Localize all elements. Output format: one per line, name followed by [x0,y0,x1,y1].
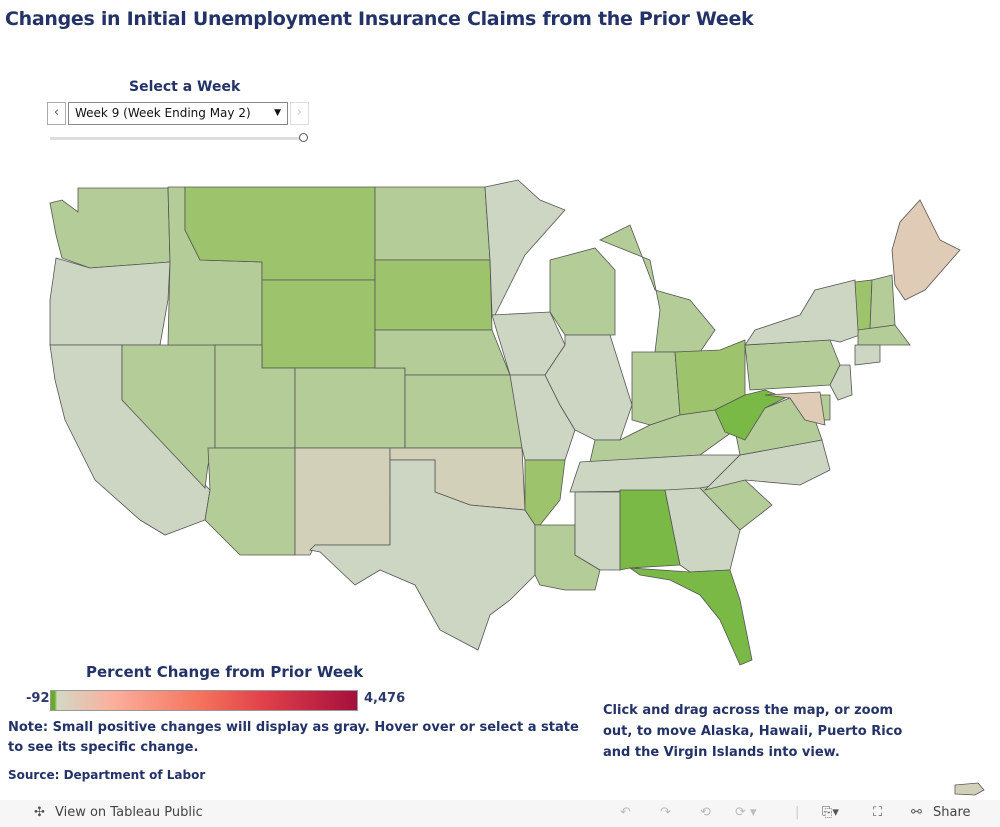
state-pa[interactable] [744,339,841,391]
state-wv[interactable] [714,389,786,441]
state-wy[interactable] [261,279,376,369]
legend-min: -92 [26,691,50,706]
state-nj[interactable] [829,364,853,401]
dashboard-title: Changes in Initial Unemployment Insuranc… [5,8,754,30]
source-text: Source: Department of Labor [8,768,206,782]
toolbar-divider: | [795,805,800,820]
tableau-toolbar: ✣ View on Tableau Public ↶ ↷ ⟲ ⟳ ▾ | ⎘▾ … [0,800,1000,827]
week-selector-label: Select a Week [129,79,241,95]
state-or[interactable] [49,257,171,346]
state-nd[interactable] [374,186,491,261]
state-mn[interactable] [484,179,566,316]
share-icon[interactable]: ⚯ [911,805,922,820]
chevron-down-icon: ▼ [274,108,281,118]
undo-icon[interactable]: ↶ [620,805,631,820]
state-pr[interactable] [954,782,985,796]
state-al[interactable] [619,489,681,571]
state-ar[interactable] [524,459,566,526]
redo-icon[interactable]: ↷ [660,805,671,820]
state-co[interactable] [294,367,406,449]
fullscreen-icon[interactable]: ⛶ [873,805,883,820]
state-wi[interactable] [549,247,616,336]
legend-max: 4,476 [364,691,406,706]
state-ma[interactable] [857,324,911,346]
state-ct[interactable] [854,344,881,366]
week-dropdown-value: Week 9 (Week Ending May 2) [75,106,251,120]
state-wa[interactable] [49,187,171,269]
previous-week-button[interactable]: ‹ [47,102,66,125]
state-mi[interactable] [599,224,716,353]
state-az[interactable] [204,447,296,556]
week-dropdown[interactable]: Week 9 (Week Ending May 2) ▼ [68,102,288,125]
state-ks[interactable] [404,374,523,449]
state-ne[interactable] [374,329,511,376]
state-nh[interactable] [869,274,896,331]
week-slider-track[interactable] [50,137,302,140]
week-slider-handle[interactable] [299,133,308,142]
tableau-logo-icon: ✣ [34,805,45,820]
state-sd[interactable] [374,259,493,331]
state-ny[interactable] [744,279,861,346]
state-fl[interactable] [628,567,753,666]
state-in[interactable] [631,351,681,426]
state-nm[interactable] [294,447,391,556]
state-tx[interactable] [309,459,536,651]
state-md[interactable] [764,391,826,426]
refresh-icon[interactable]: ⟳ ▾ [735,805,757,820]
view-on-tableau-link[interactable]: View on Tableau Public [55,805,203,820]
state-ms[interactable] [574,491,621,571]
map-instructions: Click and drag across the map, or zoom o… [603,703,903,760]
revert-icon[interactable]: ⟲ [700,805,711,820]
state-il[interactable] [544,334,633,441]
legend-color-ramp [50,690,358,711]
us-state-map[interactable] [0,170,1000,800]
legend-title: Percent Change from Prior Week [86,663,364,681]
share-button[interactable]: Share [933,805,971,820]
next-week-button[interactable]: › [290,102,309,125]
download-icon[interactable]: ⎘▾ [822,805,839,820]
state-vt[interactable] [854,279,873,331]
state-me[interactable] [891,199,961,301]
note-text: Note: Small positive changes will displa… [8,720,579,755]
